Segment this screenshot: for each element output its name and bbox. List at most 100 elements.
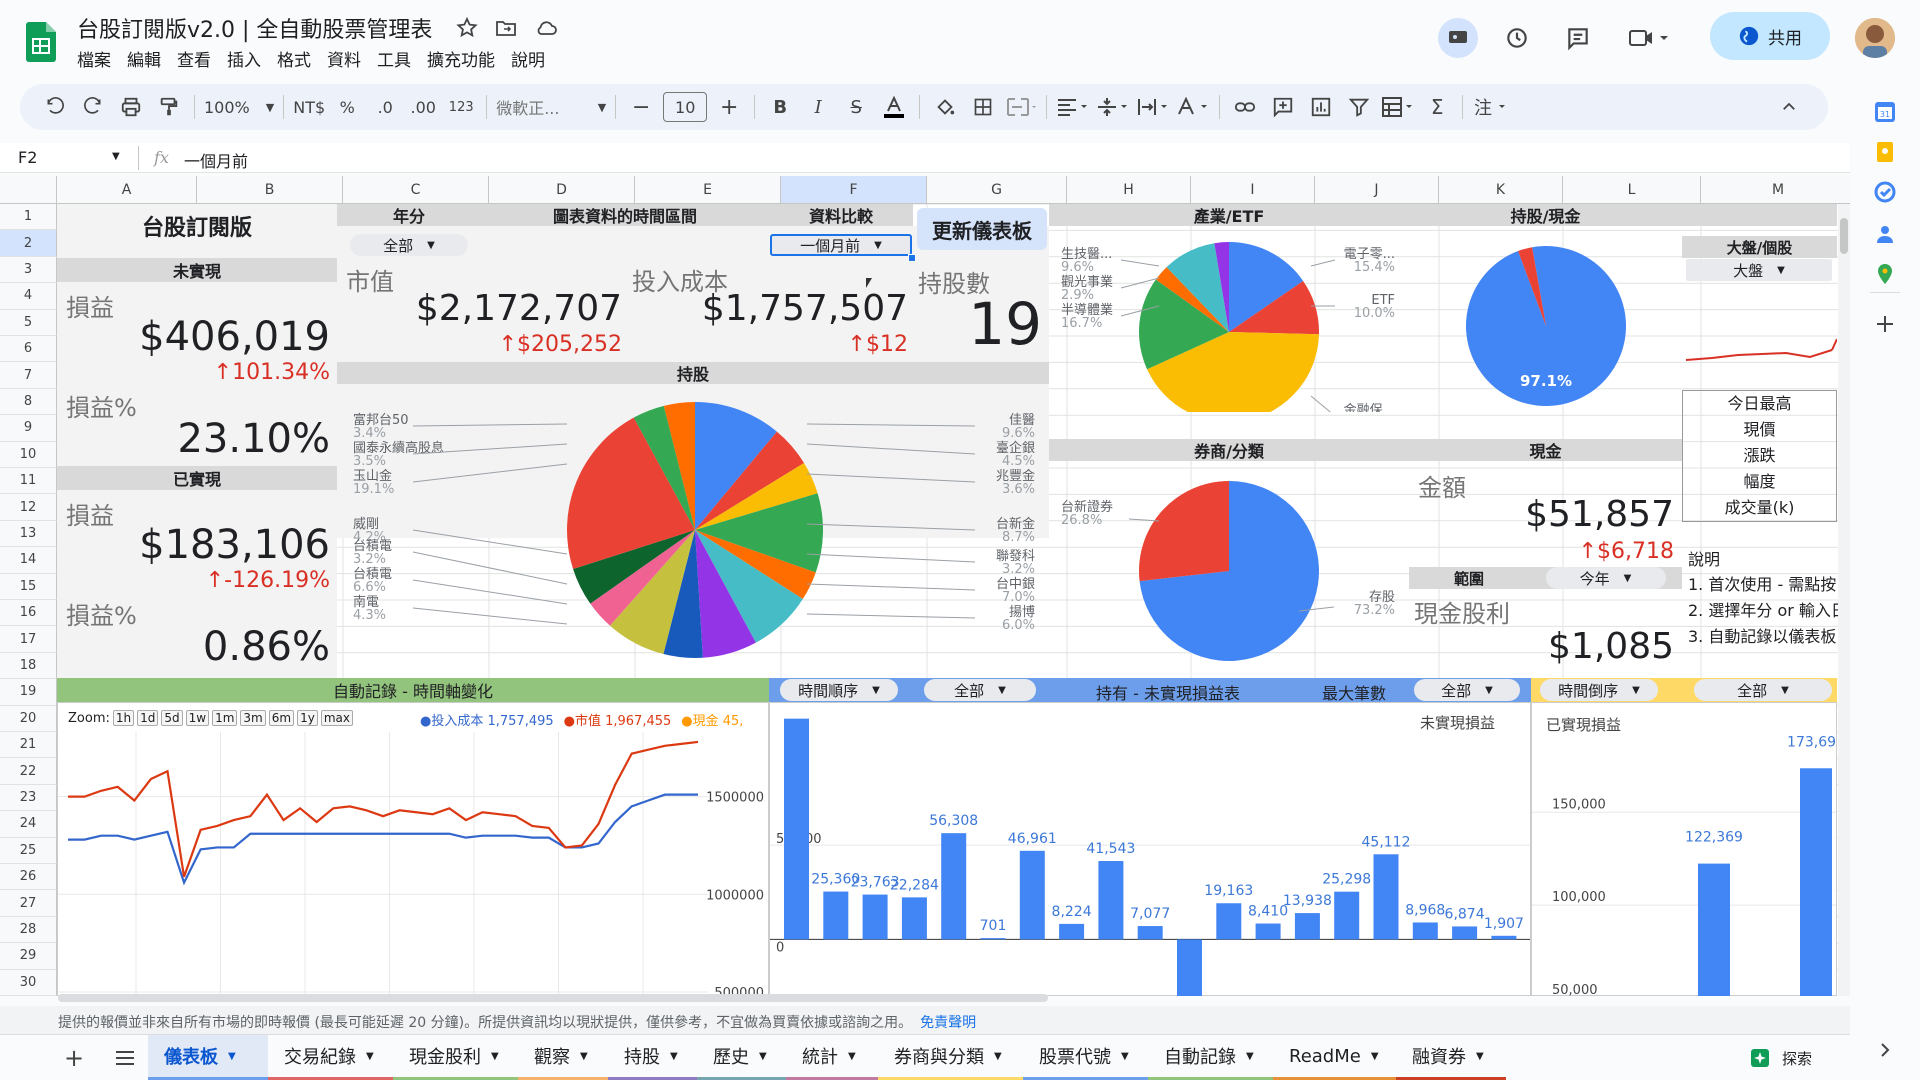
sheet-tab-10[interactable]: ReadMe ▼	[1273, 1035, 1396, 1080]
timeline-series-line[interactable]	[68, 742, 698, 877]
font-select[interactable]: 微軟正... ▼	[496, 91, 606, 123]
unrealized-bar[interactable]	[1295, 913, 1320, 939]
menu-tools[interactable]: 工具	[377, 46, 421, 71]
menu-data[interactable]: 資料	[327, 46, 371, 71]
sheet-tab-3[interactable]: 觀察 ▼	[518, 1035, 608, 1080]
sheet-tab-9[interactable]: 自動記錄 ▼	[1148, 1035, 1273, 1080]
chevron-right-icon[interactable]	[1877, 1042, 1893, 1058]
insert-link-button[interactable]	[1229, 91, 1261, 123]
row-header-30[interactable]: 30	[0, 970, 57, 996]
unrealized-bar[interactable]	[1020, 851, 1045, 940]
menu-format[interactable]: 格式	[277, 46, 321, 71]
column-header-L[interactable]: L	[1563, 176, 1701, 204]
unrealized-bar[interactable]	[1374, 854, 1399, 939]
row-header-20[interactable]: 20	[0, 706, 57, 732]
industry-pie-chart[interactable]: 生技醫...9.6%觀光事業2.9%半導體業16.7%電子零...15.4%ET…	[1049, 226, 1409, 412]
sheet-tab-6[interactable]: 統計 ▼	[786, 1035, 878, 1080]
font-size-field[interactable]: 10	[663, 91, 707, 123]
formula-input[interactable]: 一個月前	[184, 148, 248, 172]
range-select[interactable]: 今年 ▼	[1546, 567, 1666, 589]
percent-format-button[interactable]: %	[331, 91, 363, 123]
row-header-16[interactable]: 16	[0, 600, 57, 626]
horizontal-scroll-thumb[interactable]	[58, 994, 1048, 1002]
row-header-15[interactable]: 15	[0, 574, 57, 600]
avatar[interactable]	[1855, 18, 1895, 58]
zoom-max-button[interactable]: max	[321, 710, 353, 726]
zoom-1h-button[interactable]: 1h	[113, 710, 134, 726]
input-tools-button[interactable]: 注	[1472, 91, 1512, 123]
unrealized-bar[interactable]	[823, 892, 848, 940]
row-header-5[interactable]: 5	[0, 310, 57, 336]
insert-chart-button[interactable]	[1305, 91, 1337, 123]
sheet-tab-4[interactable]: 持股 ▼	[608, 1035, 697, 1080]
redo-button[interactable]	[77, 91, 109, 123]
present-mode-button[interactable]	[1438, 18, 1478, 58]
unrealized-bar[interactable]	[1177, 939, 1202, 996]
more-formats-button[interactable]: 123	[445, 91, 477, 123]
timeline-line-chart[interactable]: 1500000 1000000 500000	[58, 732, 768, 996]
fill-handle[interactable]	[908, 254, 916, 262]
sheet-tab-8[interactable]: 股票代號 ▼	[1023, 1035, 1148, 1080]
realized-filter-select[interactable]: 全部 ▼	[1694, 679, 1832, 701]
all-sheets-button[interactable]	[114, 1035, 136, 1080]
borders-button[interactable]	[967, 91, 999, 123]
explore-button[interactable]: 探索	[1750, 1035, 1812, 1080]
share-button[interactable]: 共用	[1710, 12, 1830, 60]
column-header-B[interactable]: B	[197, 176, 343, 204]
sheet-grid[interactable]: ABCDEFGHIJKLM 1 2 3 4 5 6 7 8 9 10 11 12 13 14 15 16 17 1…	[0, 176, 1850, 996]
sheet-tab-11[interactable]: 融資券 ▼	[1396, 1035, 1506, 1080]
cloud-saved-icon[interactable]	[534, 16, 558, 40]
row-header-25[interactable]: 25	[0, 838, 57, 864]
select-all-corner[interactable]	[0, 176, 57, 204]
max-rows-select[interactable]: 全部 ▼	[1414, 679, 1520, 701]
unrealized-bar[interactable]	[784, 719, 809, 940]
keep-icon[interactable]	[1873, 140, 1897, 164]
zoom-1y-button[interactable]: 1y	[297, 710, 318, 726]
market-stock-select[interactable]: 大盤 ▼	[1686, 259, 1832, 281]
document-title[interactable]: 台股訂閱版v2.0 | 全自動股票管理表	[77, 12, 432, 44]
create-filter-button[interactable]	[1343, 91, 1375, 123]
row-header-23[interactable]: 23	[0, 785, 57, 811]
row-header-26[interactable]: 26	[0, 864, 57, 890]
name-box[interactable]: F2 ▼	[18, 148, 128, 167]
row-header-8[interactable]: 8	[0, 389, 57, 415]
tasks-icon[interactable]	[1873, 180, 1897, 204]
insert-comment-button[interactable]	[1267, 91, 1299, 123]
calendar-icon[interactable]: 31	[1873, 100, 1897, 124]
unrealized-bar[interactable]	[1138, 926, 1163, 939]
column-header-H[interactable]: H	[1067, 176, 1191, 204]
maps-icon[interactable]	[1873, 262, 1897, 286]
sheets-logo-icon[interactable]	[26, 22, 56, 62]
menu-extensions[interactable]: 擴充功能	[427, 46, 505, 71]
row-header-9[interactable]: 9	[0, 415, 57, 441]
row-header-28[interactable]: 28	[0, 917, 57, 943]
menu-edit[interactable]: 編輯	[127, 46, 171, 71]
column-header-E[interactable]: E	[635, 176, 781, 204]
sheet-tab-2[interactable]: 現金股利 ▼	[393, 1035, 518, 1080]
zoom-3m-button[interactable]: 3m	[240, 710, 265, 726]
unrealized-bar[interactable]	[902, 897, 927, 939]
compare-select[interactable]: 一個月前 ▼	[770, 234, 912, 256]
menu-insert[interactable]: 插入	[227, 46, 271, 71]
zoom-6m-button[interactable]: 6m	[269, 710, 294, 726]
version-history-button[interactable]	[1497, 18, 1537, 58]
sheet-tab-0[interactable]: 儀表板 ▼	[148, 1035, 268, 1080]
row-header-27[interactable]: 27	[0, 890, 57, 916]
row-header-3[interactable]: 3	[0, 257, 57, 283]
hold-cash-pie-chart[interactable]: 97.1%持股現金	[1409, 226, 1682, 412]
menu-file[interactable]: 檔案	[77, 46, 121, 71]
column-header-A[interactable]: A	[57, 176, 197, 204]
sort-order-select[interactable]: 時間順序 ▼	[780, 679, 898, 701]
merge-cells-button[interactable]	[1005, 91, 1037, 123]
row-header-21[interactable]: 21	[0, 732, 57, 758]
unrealized-bar[interactable]	[1413, 922, 1438, 939]
unrealized-bar[interactable]	[1098, 861, 1123, 939]
column-header-M[interactable]: M	[1701, 176, 1850, 204]
italic-button[interactable]: I	[802, 91, 834, 123]
unrealized-filter-select[interactable]: 全部 ▼	[924, 679, 1036, 701]
column-header-G[interactable]: G	[927, 176, 1067, 204]
currency-format-button[interactable]: NT$	[293, 91, 325, 123]
row-header-22[interactable]: 22	[0, 758, 57, 784]
collapse-toolbar-button[interactable]	[1773, 91, 1805, 123]
sheet-tab-1[interactable]: 交易紀錄 ▼	[268, 1035, 393, 1080]
